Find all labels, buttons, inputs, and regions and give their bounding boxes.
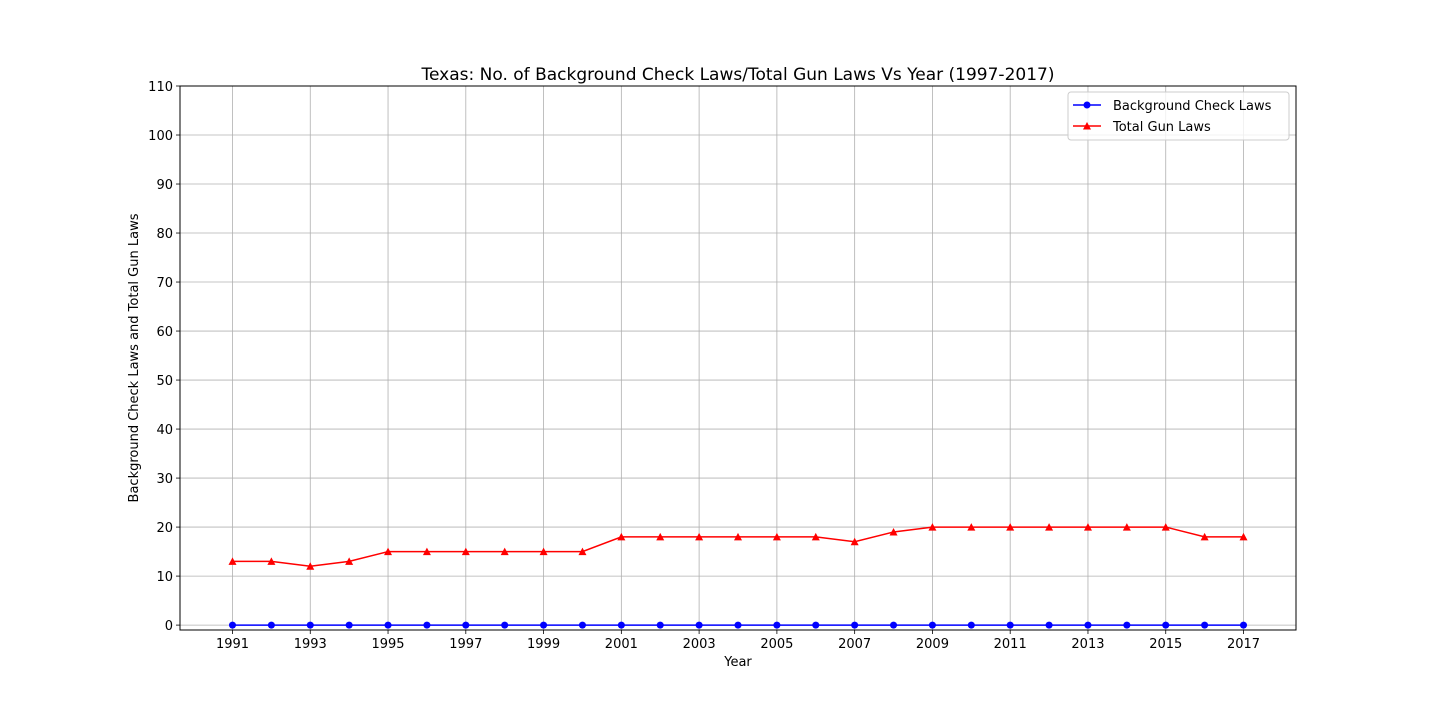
x-tick-label: 2007 [838, 637, 871, 652]
legend-marker-background-check [1083, 101, 1091, 109]
data-point [500, 547, 509, 556]
data-point [1083, 523, 1092, 531]
data-point [734, 532, 742, 541]
legend-label-total-gun-laws: Total Gun Laws [1112, 120, 1211, 135]
data-point [306, 621, 314, 629]
series-background-check-laws [228, 621, 1248, 629]
data-point [812, 621, 820, 629]
data-point [1162, 621, 1170, 629]
y-tick-label: 80 [156, 227, 173, 242]
data-point [695, 621, 703, 629]
data-point [734, 621, 742, 629]
chart-title: Texas: No. of Background Check Laws/Tota… [421, 65, 1055, 85]
data-point [928, 621, 936, 629]
legend: Background Check Laws Total Gun Laws [1067, 91, 1290, 141]
y-tick-label: 70 [156, 276, 173, 291]
data-point [1045, 523, 1054, 531]
x-tick-label: 2003 [683, 637, 716, 652]
y-tick-label: 40 [156, 423, 173, 438]
legend-label-background-check: Background Check Laws [1113, 99, 1272, 114]
x-tick-label: 1993 [294, 637, 327, 652]
x-tick-label: 2011 [994, 637, 1027, 652]
y-tick-label: 30 [156, 472, 173, 487]
x-tick-label: 1995 [371, 637, 404, 652]
data-point [967, 621, 975, 629]
x-tick-label: 1997 [449, 637, 482, 652]
y-tick-label: 90 [156, 178, 173, 193]
y-tick-label: 20 [156, 521, 173, 536]
data-point [1123, 621, 1131, 629]
y-tick-label: 0 [165, 619, 173, 634]
data-point [267, 557, 276, 565]
data-point [267, 621, 275, 629]
series-total-gun-laws [228, 523, 1248, 570]
data-point [462, 621, 470, 629]
series-layer [228, 523, 1248, 629]
data-point [501, 621, 509, 629]
legend-marker-total-gun-laws [1083, 122, 1091, 130]
data-point [890, 621, 898, 629]
data-point [578, 621, 586, 629]
data-point [1006, 621, 1014, 629]
data-point [423, 621, 431, 629]
y-tick-label: 60 [156, 325, 173, 340]
data-point [851, 621, 859, 629]
y-tick-label: 110 [148, 80, 173, 95]
x-tick-label: 1999 [527, 637, 560, 652]
x-tick-label: 2009 [916, 637, 949, 652]
data-point [967, 523, 976, 531]
data-point [811, 532, 820, 541]
data-point [1045, 621, 1053, 629]
data-point [306, 562, 315, 570]
x-axis-ticks: 1991 1993 1995 1997 1999 2001 2003 2005 2007 2009… [216, 630, 1260, 652]
x-tick-label: 2015 [1149, 637, 1182, 652]
data-point [928, 523, 937, 531]
data-point [228, 557, 237, 565]
x-tick-label: 2017 [1227, 637, 1260, 652]
data-point [228, 621, 236, 629]
x-tick-label: 2013 [1071, 637, 1104, 652]
data-point [422, 547, 431, 556]
x-axis-title: Year [723, 655, 752, 670]
data-point [1006, 523, 1015, 531]
y-tick-label: 10 [156, 570, 173, 585]
legend-box [1067, 91, 1290, 141]
y-tick-label: 50 [156, 374, 173, 389]
data-point [617, 621, 625, 629]
data-point [695, 532, 704, 541]
data-point [1161, 523, 1170, 531]
data-point [889, 527, 898, 536]
x-tick-label: 2005 [760, 637, 793, 652]
data-point [1201, 621, 1209, 629]
data-point [1239, 532, 1248, 541]
data-point [345, 557, 354, 565]
y-axis-ticks: 0 10 20 30 40 50 60 70 80 90 100 110 [148, 80, 180, 634]
data-point [773, 621, 781, 629]
data-point [345, 621, 353, 629]
plot-area-frame [179, 85, 1297, 631]
data-point [656, 532, 665, 541]
data-point [539, 547, 548, 556]
data-point [384, 547, 393, 556]
y-tick-label: 100 [148, 129, 173, 144]
data-point [578, 547, 587, 556]
data-point [1240, 621, 1248, 629]
data-point [617, 532, 626, 541]
data-point [1200, 532, 1209, 541]
data-point [1122, 523, 1131, 531]
data-point [772, 532, 781, 541]
x-tick-label: 2001 [605, 637, 638, 652]
data-point [540, 621, 548, 629]
x-tick-label: 1991 [216, 637, 249, 652]
data-point [1084, 621, 1092, 629]
y-axis-title: Background Check Laws and Total Gun Laws [127, 213, 142, 502]
data-point [850, 537, 859, 546]
data-point [656, 621, 664, 629]
data-point [461, 547, 470, 556]
data-point [384, 621, 392, 629]
